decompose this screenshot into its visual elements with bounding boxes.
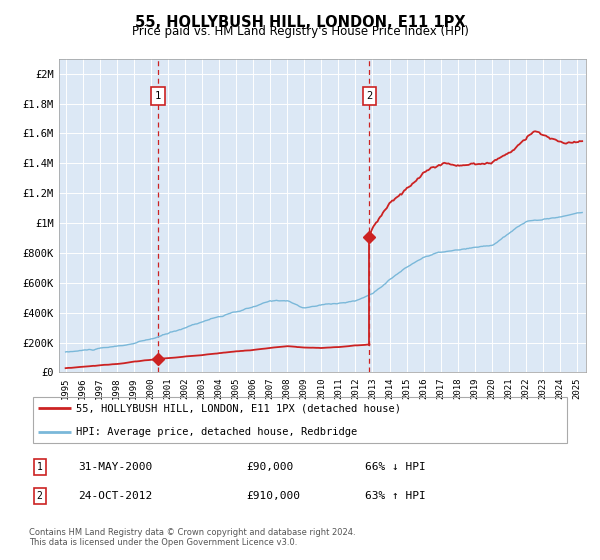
Text: 66% ↓ HPI: 66% ↓ HPI (365, 462, 425, 472)
Text: 31-MAY-2000: 31-MAY-2000 (79, 462, 153, 472)
Text: HPI: Average price, detached house, Redbridge: HPI: Average price, detached house, Redb… (76, 427, 357, 437)
Text: Contains HM Land Registry data © Crown copyright and database right 2024.
This d: Contains HM Land Registry data © Crown c… (29, 528, 355, 548)
Text: £90,000: £90,000 (246, 462, 293, 472)
Text: £910,000: £910,000 (246, 491, 300, 501)
Text: 55, HOLLYBUSH HILL, LONDON, E11 1PX (detached house): 55, HOLLYBUSH HILL, LONDON, E11 1PX (det… (76, 403, 401, 413)
Text: 2: 2 (366, 91, 373, 101)
Text: 2: 2 (37, 491, 43, 501)
Text: Price paid vs. HM Land Registry's House Price Index (HPI): Price paid vs. HM Land Registry's House … (131, 25, 469, 38)
Text: 55, HOLLYBUSH HILL, LONDON, E11 1PX: 55, HOLLYBUSH HILL, LONDON, E11 1PX (134, 15, 466, 30)
Text: 1: 1 (155, 91, 161, 101)
Text: 1: 1 (37, 462, 43, 472)
Text: 24-OCT-2012: 24-OCT-2012 (79, 491, 153, 501)
Text: 63% ↑ HPI: 63% ↑ HPI (365, 491, 425, 501)
